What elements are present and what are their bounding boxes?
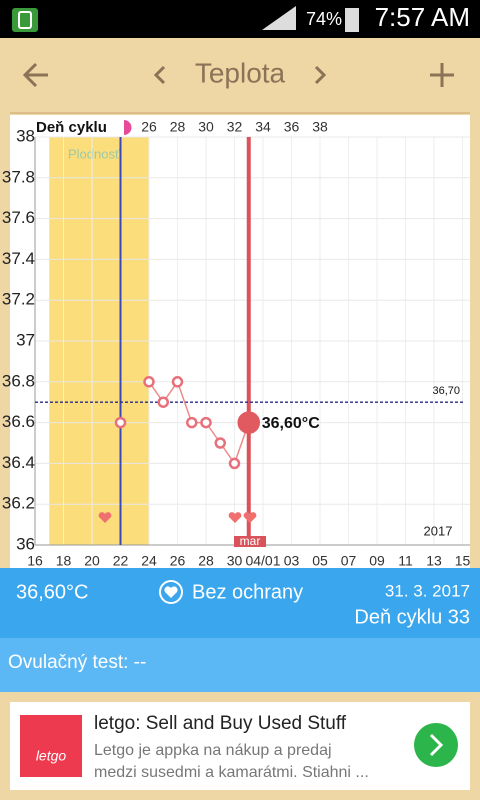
info-cycle-day: Deň cyklu 33: [354, 606, 470, 628]
x-tick-label: 18: [56, 553, 72, 569]
cycle-day-label: 28: [170, 119, 186, 135]
cycle-day-label: 34: [255, 119, 271, 135]
x-tick-label: 24: [141, 553, 157, 569]
y-tick-label: 36.2: [2, 494, 35, 513]
back-button[interactable]: [22, 62, 48, 88]
ad-logo: [20, 715, 82, 777]
next-button[interactable]: [314, 65, 327, 85]
x-tick-label: 22: [113, 553, 129, 569]
intercourse-heart: [98, 512, 112, 523]
x-tick-label: 11: [398, 553, 413, 569]
reference-label: 36,70: [432, 385, 460, 397]
x-tick-label: 16: [27, 553, 43, 569]
prev-button[interactable]: [153, 65, 166, 85]
battery-text: 74%: [306, 9, 342, 29]
y-tick-label: 36.8: [2, 371, 35, 390]
info-date: 31. 3. 2017: [385, 581, 470, 600]
cycle-day-label: 30: [198, 119, 214, 135]
ad-logo-text: letgo: [36, 748, 67, 764]
ad-title: letgo: Sell and Buy Used Stuff: [94, 713, 347, 734]
x-tick-label: 04/01: [245, 553, 280, 569]
temperature-point: [157, 396, 169, 408]
month-badge: [234, 536, 266, 547]
ad-card[interactable]: [10, 702, 470, 790]
cycle-day-label: 36: [284, 119, 300, 135]
ad-button[interactable]: [414, 723, 458, 767]
year-label: 2017: [424, 523, 453, 538]
intercourse-heart: [243, 512, 257, 523]
temperature-point: [143, 376, 155, 388]
x-tick-label: 15: [455, 553, 471, 569]
month-label: mar: [240, 534, 261, 548]
cycle-day-title: Deň cyklu: [36, 119, 107, 136]
y-tick-label: 36.6: [2, 412, 35, 431]
cycle-day-label: 32: [227, 119, 243, 135]
protection-icon: [159, 580, 183, 604]
ad-body-line: Letgo je appka na nákup a predaj: [94, 742, 332, 759]
x-tick-label: 03: [284, 553, 300, 569]
ovulation-row: [0, 638, 480, 692]
temperature-point: [200, 416, 212, 429]
temperature-point: [171, 376, 184, 388]
x-tick-label: 30: [227, 553, 243, 569]
period-icon: [124, 120, 132, 135]
info-panel: [0, 568, 480, 638]
temperature-point: [228, 457, 241, 470]
x-tick-label: 20: [84, 553, 100, 569]
y-tick-label: 36.4: [2, 453, 35, 472]
selected-point: [237, 411, 260, 434]
chart: Plodnosť 36 36.2 36.4 36.6 36.8 37 37.2 37.4 37.6…: [2, 119, 471, 569]
x-tick-label: 26: [170, 553, 186, 569]
y-tick-label: 37.2: [2, 290, 35, 309]
x-tick-label: 09: [369, 553, 385, 569]
status-bar: [0, 0, 480, 38]
y-tick-label: 37: [16, 330, 35, 349]
battery-icon: [345, 8, 359, 32]
temperature-point: [214, 437, 226, 449]
toolbar: [0, 38, 480, 115]
add-button[interactable]: [430, 63, 454, 87]
temperature-point: [114, 416, 127, 429]
x-tick-label: 05: [312, 553, 328, 569]
x-tick-label: 13: [426, 553, 442, 569]
temperature-point: [186, 416, 198, 429]
cycle-day-label: 26: [141, 119, 157, 135]
ad-body-line: medzi susedmi a kamarátmi. Stiahni ...: [94, 764, 369, 781]
x-tick-label: 07: [341, 553, 357, 569]
heart-icon: [164, 586, 178, 598]
toolbar-title: Teplota: [195, 57, 286, 88]
x-tick-label: 28: [198, 553, 214, 569]
info-protection: Bez ochrany: [192, 581, 303, 603]
clock: 7:57 AM: [375, 2, 470, 32]
y-tick-label: 38: [16, 126, 35, 145]
intercourse-heart: [228, 512, 242, 523]
y-tick-label: 37.6: [2, 208, 35, 227]
app-icon-inner: [18, 11, 32, 29]
ovulation-test: Ovulačný test: --: [8, 652, 146, 673]
fertile-label: Plodnosť: [68, 146, 120, 161]
y-tick-label: 36: [16, 534, 35, 553]
y-tick-label: 37.4: [2, 249, 35, 268]
ad-button-arrow: [429, 733, 444, 757]
cycle-day-label: 38: [312, 119, 328, 135]
signal-icon: [262, 6, 296, 30]
info-temperature: 36,60°C: [16, 581, 89, 603]
selected-label: 36,60°C: [262, 415, 320, 432]
y-tick-label: 37.8: [2, 167, 35, 186]
